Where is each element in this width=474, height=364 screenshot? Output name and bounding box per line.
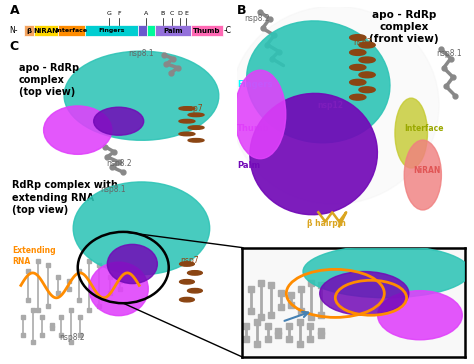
Text: Palm: Palm <box>163 28 183 34</box>
Ellipse shape <box>188 271 202 275</box>
Bar <box>147 25 155 36</box>
Text: β hairpin: β hairpin <box>307 219 346 229</box>
Text: E: E <box>184 11 188 16</box>
Ellipse shape <box>250 94 377 215</box>
Bar <box>155 25 191 36</box>
Ellipse shape <box>359 87 375 93</box>
Bar <box>34 25 58 36</box>
Text: Palm: Palm <box>237 161 260 170</box>
Text: nsp8.1: nsp8.1 <box>128 48 154 58</box>
Text: Interface: Interface <box>404 124 444 133</box>
Text: nsp8.2: nsp8.2 <box>106 159 131 168</box>
Ellipse shape <box>378 290 462 340</box>
Ellipse shape <box>350 35 366 40</box>
Ellipse shape <box>395 98 428 168</box>
Ellipse shape <box>188 126 204 129</box>
Ellipse shape <box>404 140 441 210</box>
Bar <box>58 25 84 36</box>
Text: nsp8.1: nsp8.1 <box>100 186 126 194</box>
Text: nsp12: nsp12 <box>317 100 343 110</box>
Bar <box>191 25 223 36</box>
Ellipse shape <box>246 21 390 143</box>
Ellipse shape <box>188 289 202 293</box>
Text: nsp8.2: nsp8.2 <box>60 333 85 343</box>
Text: G: G <box>107 11 112 16</box>
Text: B: B <box>161 11 165 16</box>
Text: NiRAN: NiRAN <box>413 166 441 175</box>
Ellipse shape <box>235 70 286 159</box>
Ellipse shape <box>303 245 470 298</box>
Ellipse shape <box>180 280 194 284</box>
Text: Extending
RNA: Extending RNA <box>12 246 55 265</box>
Ellipse shape <box>94 107 144 135</box>
Ellipse shape <box>350 64 366 70</box>
Ellipse shape <box>179 119 195 123</box>
Text: nsp7: nsp7 <box>185 104 203 113</box>
Ellipse shape <box>179 107 195 110</box>
Ellipse shape <box>319 272 409 315</box>
Ellipse shape <box>180 297 194 302</box>
Text: Fingers: Fingers <box>98 28 124 33</box>
Text: β: β <box>26 28 31 34</box>
Text: F: F <box>117 11 121 16</box>
Bar <box>24 25 34 36</box>
Ellipse shape <box>350 79 366 85</box>
Ellipse shape <box>107 244 157 284</box>
Ellipse shape <box>230 6 439 204</box>
Ellipse shape <box>179 132 195 136</box>
Text: nsp8.1: nsp8.1 <box>437 49 462 58</box>
Ellipse shape <box>359 57 375 63</box>
Ellipse shape <box>359 42 375 48</box>
Text: N-: N- <box>9 26 18 35</box>
Text: apo - RdRp
complex
(front view): apo - RdRp complex (front view) <box>369 9 439 44</box>
Ellipse shape <box>73 182 210 275</box>
Ellipse shape <box>350 94 366 100</box>
Bar <box>84 25 138 36</box>
Text: B: B <box>237 4 246 17</box>
Ellipse shape <box>89 262 148 316</box>
Ellipse shape <box>359 72 375 78</box>
Text: NiRAN: NiRAN <box>33 28 58 34</box>
Text: C: C <box>170 11 174 16</box>
Text: RdRp complex with
extending RNA
(top view): RdRp complex with extending RNA (top vie… <box>12 180 118 215</box>
Text: nsp7: nsp7 <box>180 256 199 265</box>
Ellipse shape <box>180 262 194 266</box>
Text: C: C <box>9 40 18 53</box>
Text: Thumb: Thumb <box>237 124 270 133</box>
Text: Fingers: Fingers <box>237 80 273 89</box>
Ellipse shape <box>188 113 204 116</box>
Text: Interface: Interface <box>55 28 87 33</box>
Text: -C: -C <box>223 26 231 35</box>
Ellipse shape <box>64 51 219 140</box>
Text: D: D <box>177 11 182 16</box>
Bar <box>138 25 147 36</box>
Text: Thumb: Thumb <box>193 28 221 34</box>
Ellipse shape <box>350 50 366 55</box>
Text: apo - RdRp
complex
(top view): apo - RdRp complex (top view) <box>18 63 79 98</box>
Text: nsp7: nsp7 <box>353 37 372 47</box>
Text: A: A <box>9 4 19 17</box>
Ellipse shape <box>44 106 112 154</box>
Text: A: A <box>144 11 148 16</box>
Text: nsp8.2: nsp8.2 <box>244 14 270 23</box>
Ellipse shape <box>188 139 204 142</box>
